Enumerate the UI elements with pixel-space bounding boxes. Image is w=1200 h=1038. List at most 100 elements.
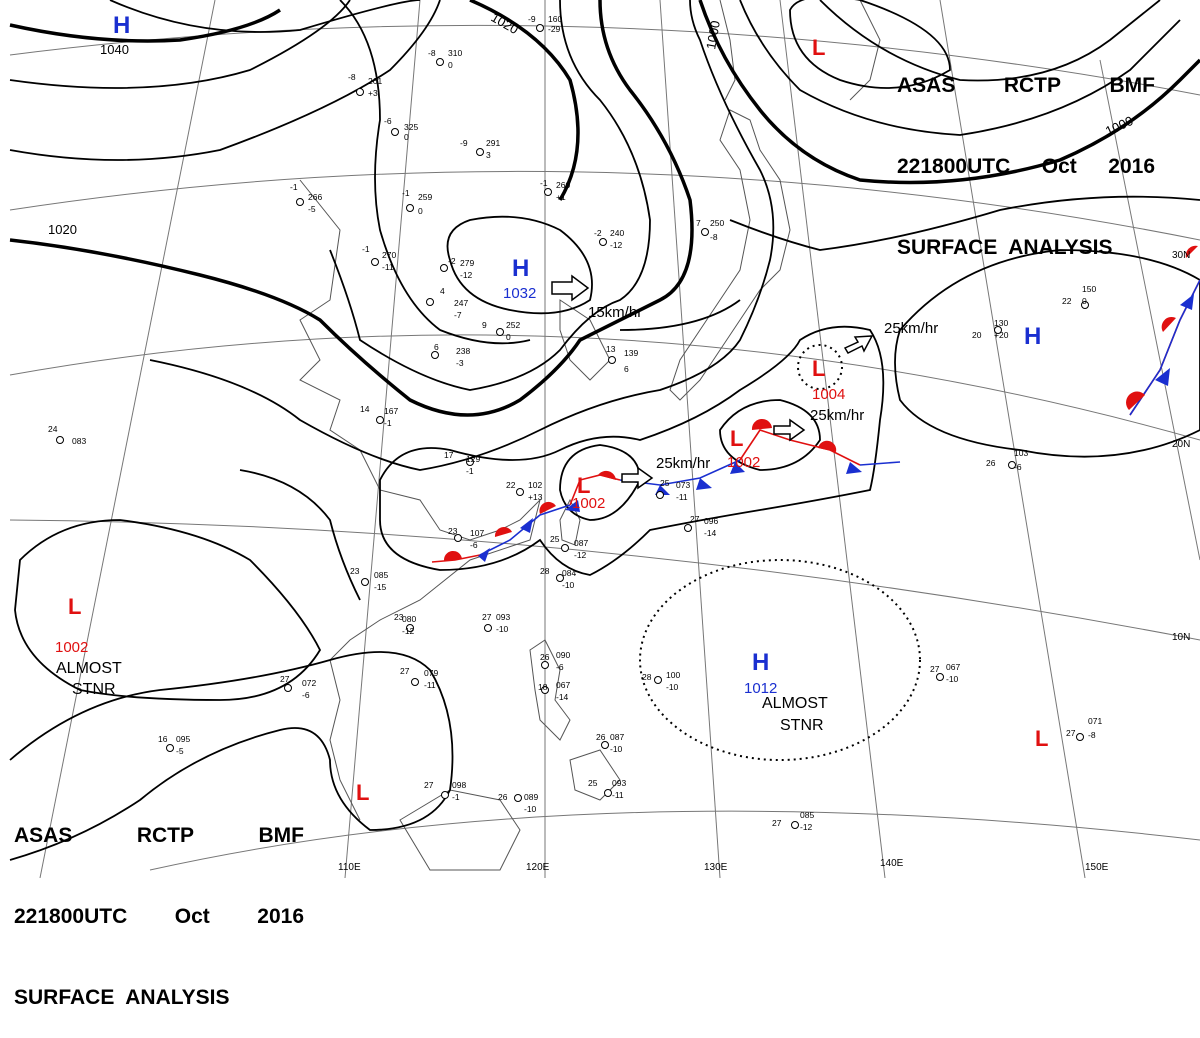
station-pressure: 238 [456, 346, 470, 356]
station-pressure: 089 [524, 792, 538, 802]
cold-front-symbol [696, 478, 712, 490]
header-title: SURFACE ANALYSIS [14, 986, 230, 1009]
station-pressure: 087 [610, 732, 624, 742]
station-tendency: 0 [418, 206, 423, 216]
coast-kamchatka [849, 0, 881, 101]
warm-front-symbol [494, 527, 512, 537]
isobar [819, 0, 1161, 82]
isobar-high-1032 [446, 215, 593, 315]
warm-front-symbol [443, 550, 462, 561]
station-tendency: -12 [610, 240, 623, 250]
cold-front-segment-3 [859, 461, 901, 466]
low-pressure-symbol: L [1035, 726, 1048, 751]
station-marker [371, 258, 379, 266]
longitude-label: 120E [526, 862, 550, 873]
header-line-1: ASAS RCTP BMF [897, 72, 1155, 99]
longitude-label: 140E [880, 858, 904, 869]
isobar-low-north [789, 0, 951, 89]
latitude-line-10n [9, 519, 1200, 641]
station-temp: 27 [400, 666, 410, 676]
latitude-label: 10N [1172, 632, 1190, 643]
station-pressure: 085 [800, 810, 814, 820]
station-tendency: -6 [302, 690, 310, 700]
isobar [739, 0, 1181, 136]
longitude-line-110e [344, 0, 421, 878]
station-temp: 28 [540, 566, 550, 576]
station-tendency: 3 [486, 150, 491, 160]
station-tendency: -10 [666, 682, 679, 692]
coast-asia-mainland [299, 179, 541, 821]
station-tendency: -10 [946, 674, 959, 684]
station-temp: 16 [158, 734, 168, 744]
longitude-line-100e [39, 0, 216, 878]
isobar [329, 0, 651, 391]
station-marker [441, 791, 449, 799]
station-temp: 25 [588, 778, 598, 788]
isobars [9, 0, 1200, 861]
station-temp: 26 [540, 652, 550, 662]
station-tendency: -5 [308, 204, 316, 214]
station-pressure: 247 [454, 298, 468, 308]
header-month: Oct [174, 905, 210, 928]
station-tendency: +13 [528, 492, 543, 502]
station-tendency: 0 [506, 332, 511, 342]
high-pressure-symbol: H [1024, 323, 1041, 350]
header-line-2: 221800UTC Oct 2016 [14, 903, 304, 930]
warm-front-symbol [1185, 245, 1198, 258]
station-marker [376, 416, 384, 424]
low-pressure-value: 1002 [727, 454, 760, 471]
map-background [0, 0, 1200, 878]
high-pressure-symbol: H [113, 12, 130, 39]
station-tendency: -10 [524, 804, 537, 814]
station-temp: 26 [498, 792, 508, 802]
station-tendency: -7 [454, 310, 462, 320]
longitude-line-150e [939, 0, 1086, 878]
station-marker [436, 58, 444, 66]
station-temp: -1 [540, 178, 548, 188]
station-pressure: 093 [612, 778, 626, 788]
isobar-1020-west [9, 0, 694, 417]
longitude-label: 110E [338, 862, 361, 873]
arrow-low-taiwan [621, 466, 654, 490]
station-temp: 24 [48, 424, 58, 434]
isobar-front-envelope [379, 325, 885, 576]
station-tendency: -14 [704, 528, 717, 538]
motion-labels: 15km/hr 25km/hr 25km/hr 25km/hr [588, 304, 938, 472]
stationary-front-segment-1 [431, 554, 481, 563]
isobar-label: 1020 [48, 222, 77, 237]
station-marker [411, 678, 419, 686]
station-tendency: -10 [562, 580, 575, 590]
isobar-south-low [14, 519, 322, 701]
graticule-labels: 30N 20N 10N 110E 120E 130E 140E 150E [338, 250, 1190, 873]
high-pressure-symbol: H [752, 649, 769, 676]
station-marker [701, 228, 709, 236]
station-marker [284, 684, 292, 692]
station-pressure: 067 [946, 662, 960, 672]
station-tendency: 0 [448, 60, 453, 70]
stationary-note-line1: ALMOST [762, 695, 828, 712]
chart-header-top: ASAS RCTP BMF 221800UTC Oct 2016 SURFACE… [897, 18, 1155, 288]
station-tendency: -12 [574, 550, 587, 560]
station-marker [556, 574, 564, 582]
station-marker [361, 578, 369, 586]
warm-front-symbol [1161, 317, 1176, 332]
pressure-centers: H H 1032 H H 1012 L L 1004 L 1002 L 1002… [55, 12, 1048, 805]
low-pressure-value: 1004 [812, 386, 845, 403]
station-pressure: 129 [466, 454, 480, 464]
station-pressure: 084 [562, 568, 576, 578]
isobar-label: 1040 [100, 42, 129, 57]
station-tendency: +1 [556, 192, 566, 202]
station-temp: -8 [348, 72, 356, 82]
station-marker [516, 488, 524, 496]
station-temp: 20 [972, 330, 982, 340]
station-marker [466, 458, 474, 466]
station-marker [561, 544, 569, 552]
latitude-line-0 [149, 810, 1200, 871]
station-marker [440, 264, 448, 272]
station-marker [496, 328, 504, 336]
station-tendency: -6 [470, 540, 478, 550]
stationary-note-line2: STNR [780, 717, 824, 734]
cold-front-symbol [1155, 368, 1170, 386]
station-pressure: 087 [574, 538, 588, 548]
station-tendency: -3 [456, 358, 464, 368]
